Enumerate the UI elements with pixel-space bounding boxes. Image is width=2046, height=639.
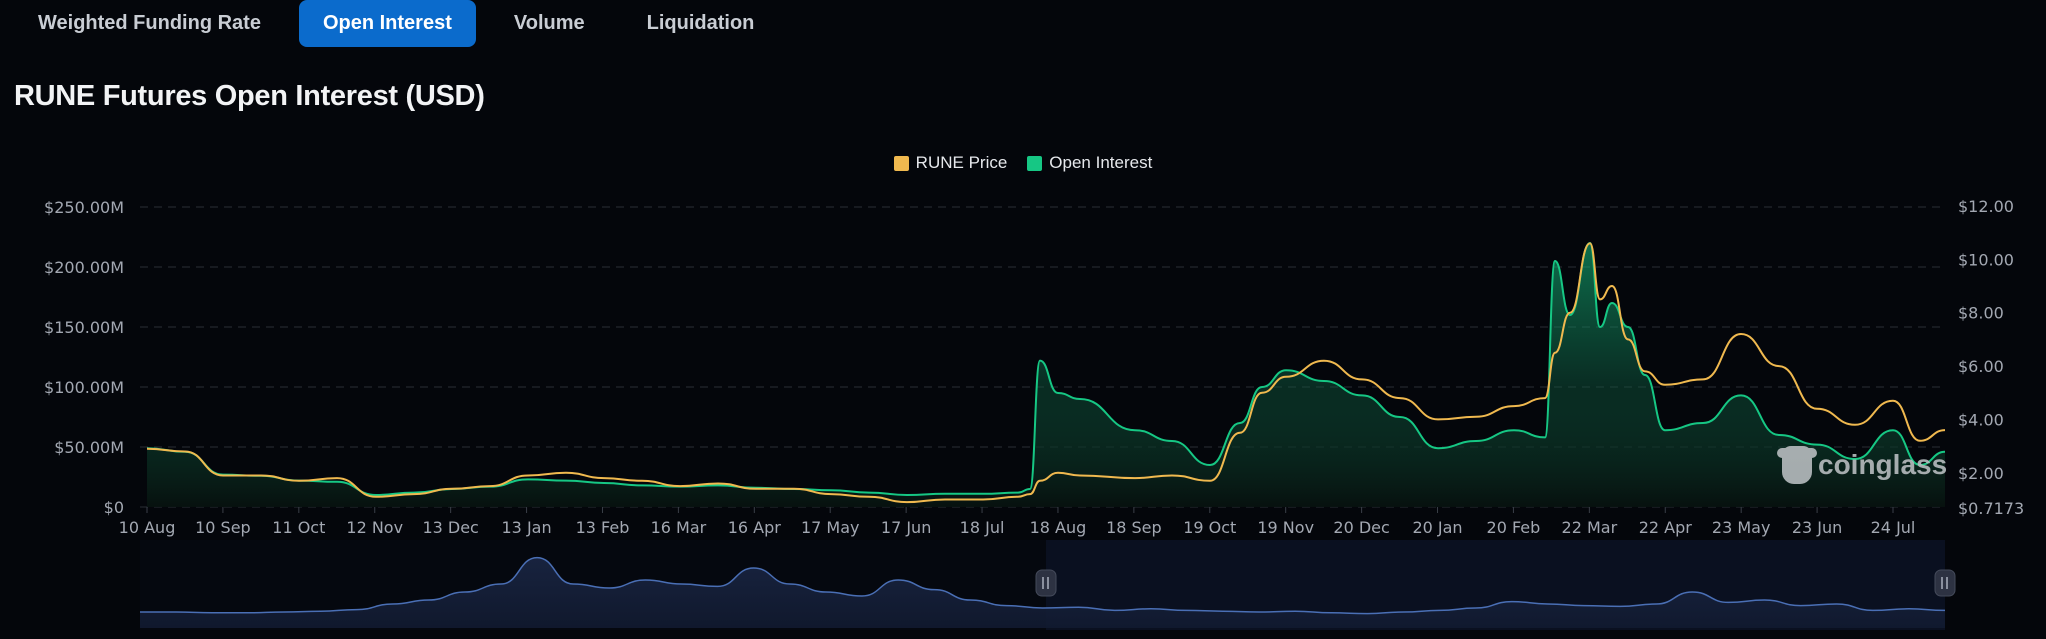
right-axis-tick: $8.00 bbox=[1958, 304, 2004, 323]
navigator-line bbox=[140, 556, 1946, 615]
tab-weighted-funding-rate[interactable]: Weighted Funding Rate bbox=[38, 12, 261, 34]
x-axis-tick: 12 Nov bbox=[346, 518, 403, 537]
open-interest-area bbox=[147, 243, 1945, 507]
right-axis-tick: $0.7173 bbox=[1958, 499, 2024, 518]
x-axis-tick: 13 Dec bbox=[422, 518, 478, 537]
left-axis-tick: $100.00M bbox=[44, 378, 124, 397]
left-axis-tick: $150.00M bbox=[44, 318, 124, 337]
right-axis-tick: $2.00 bbox=[1958, 464, 2004, 483]
x-axis-tick: 20 Dec bbox=[1333, 518, 1389, 537]
tab-open-interest[interactable]: Open Interest bbox=[298, 0, 476, 47]
x-axis-tick: 16 Apr bbox=[728, 518, 782, 537]
right-axis-tick: $6.00 bbox=[1958, 357, 2004, 376]
x-axis-tick: 10 Sep bbox=[195, 518, 251, 537]
x-axis-tick: 16 Mar bbox=[651, 518, 707, 537]
right-y-axis: $0.7173 $2.00 $4.00 $6.00 $8.00 $10.00 $12.00 bbox=[1958, 197, 2024, 518]
x-axis-tick: 20 Jan bbox=[1412, 518, 1462, 537]
right-axis-tick: $10.00 bbox=[1958, 250, 2014, 269]
navigator-handle-left[interactable] bbox=[1035, 569, 1057, 597]
x-axis-tick: 13 Feb bbox=[576, 518, 630, 537]
coinglass-logo-icon bbox=[1777, 446, 1817, 484]
legend-label-open-interest: Open Interest bbox=[1049, 153, 1153, 172]
x-axis-tick: 19 Oct bbox=[1183, 518, 1236, 537]
x-axis-tick: 10 Aug bbox=[119, 518, 176, 537]
navigator-handle-right[interactable] bbox=[1934, 569, 1956, 597]
left-axis-tick: $0 bbox=[104, 498, 124, 517]
x-axis-tick: 22 Mar bbox=[1562, 518, 1618, 537]
metric-tabs: Weighted Funding Rate Open Interest Volu… bbox=[14, 0, 792, 47]
legend-item-price[interactable]: RUNE Price bbox=[893, 153, 1008, 173]
x-axis-tick: 17 Jun bbox=[881, 518, 931, 537]
left-axis-tick: $200.00M bbox=[44, 258, 124, 277]
legend-swatch-price bbox=[893, 155, 909, 171]
legend-item-open-interest[interactable]: Open Interest bbox=[1027, 153, 1152, 173]
navigator-area bbox=[140, 557, 1945, 628]
left-y-axis: $0 $50.00M $100.00M $150.00M $200.00M $250.00… bbox=[44, 198, 124, 517]
legend-label-price: RUNE Price bbox=[915, 153, 1008, 172]
x-axis-tick: 24 Jul bbox=[1871, 518, 1916, 537]
tab-volume[interactable]: Volume bbox=[513, 12, 585, 34]
x-axis-tick: 18 Aug bbox=[1030, 518, 1087, 537]
right-axis-tick: $12.00 bbox=[1958, 197, 2014, 216]
left-axis-tick: $50.00M bbox=[54, 438, 124, 457]
x-axis-tick: 19 Nov bbox=[1257, 518, 1314, 537]
right-axis-tick: $4.00 bbox=[1958, 410, 2004, 429]
x-axis-tick: 18 Sep bbox=[1106, 518, 1162, 537]
chart-legend: RUNE Price Open Interest bbox=[0, 153, 2046, 173]
x-axis-tick: 20 Feb bbox=[1487, 518, 1541, 537]
x-axis-tick: 22 Apr bbox=[1639, 518, 1693, 537]
range-navigator[interactable] bbox=[140, 540, 1956, 630]
chart-title: RUNE Futures Open Interest (USD) bbox=[14, 80, 485, 112]
coinglass-watermark: coinglass bbox=[1777, 446, 1948, 484]
tab-liquidation[interactable]: Liquidation bbox=[646, 12, 755, 34]
watermark-text: coinglass bbox=[1818, 449, 1948, 480]
x-axis-tick: 23 May bbox=[1712, 518, 1771, 537]
x-axis-tick: 23 Jun bbox=[1792, 518, 1842, 537]
left-axis-tick: $250.00M bbox=[44, 198, 124, 217]
x-axis-tick: 17 May bbox=[801, 518, 860, 537]
x-axis-tick: 18 Jul bbox=[960, 518, 1005, 537]
x-axis-tick: 11 Oct bbox=[272, 518, 325, 537]
price-line bbox=[146, 242, 1946, 504]
legend-swatch-open-interest bbox=[1027, 155, 1043, 171]
x-axis-tick: 13 Jan bbox=[502, 518, 552, 537]
x-axis: 10 Aug 10 Sep 11 Oct 12 Nov 13 Dec 13 Jan 13 F… bbox=[119, 507, 1916, 537]
